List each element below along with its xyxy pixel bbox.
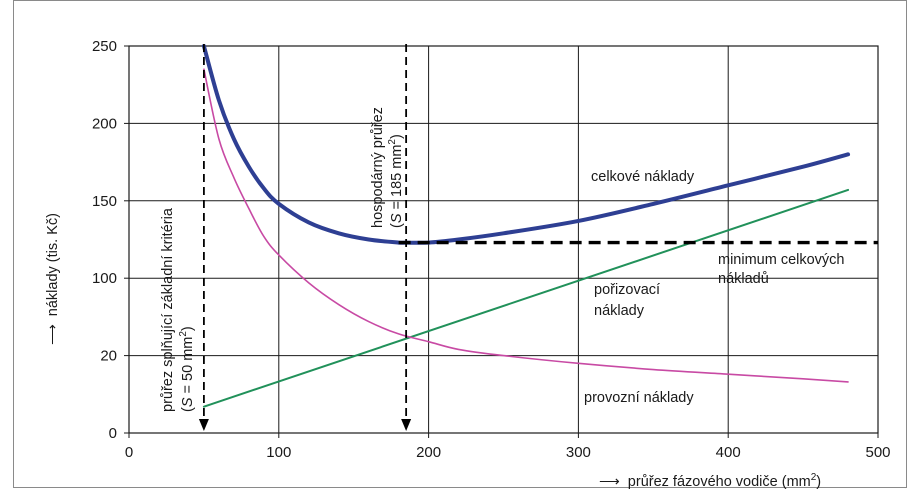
grid: [128, 45, 879, 434]
label-celkove-naklady: celkové náklady: [591, 169, 695, 185]
label-provozni-naklady: provozní náklady: [584, 390, 694, 406]
marker-1-formula-end: ): [180, 326, 196, 331]
x-axis-sup: 2: [811, 472, 817, 483]
plot-area: [128, 45, 879, 434]
x-tick-label-300: 300: [566, 444, 591, 461]
x-axis-end: ): [816, 474, 821, 490]
y-axis-label: ⟶ náklady (tis. Kč): [45, 213, 61, 345]
x-tick-label-400: 400: [716, 444, 741, 461]
y-tick-label-1: 20: [100, 348, 117, 365]
series-line-1: [202, 188, 850, 408]
x-tick-label-200: 200: [416, 444, 441, 461]
label-porizovaci-1: pořizovací: [594, 282, 660, 298]
label-porizovaci-2: náklady: [594, 303, 645, 319]
label-minimum-2: nákladů: [718, 271, 769, 287]
y-tick-label-4: 200: [92, 115, 117, 132]
marker-2-formula-sup: 2: [387, 139, 398, 145]
series-line-2: [203, 68, 849, 383]
figure-frame: [13, 0, 907, 488]
marker-1-formula-sup: 2: [178, 331, 189, 337]
marker-lines: [198, 44, 878, 431]
label-minimum-1: minimum celkových: [718, 252, 845, 268]
axes: [124, 45, 879, 438]
marker-2-formula-var: S: [389, 213, 405, 223]
marker-arrow-0: [198, 419, 209, 431]
marker-1-formula: (S = 50 mm2): [178, 326, 196, 412]
y-tick-label-3: 150: [92, 193, 117, 210]
marker-2-formula-rest: = 185 mm: [389, 145, 405, 214]
marker-1-label: průřez splňující základní kritéria: [160, 207, 176, 412]
y-tick-labels: 0 20 100 150 200 250: [92, 38, 117, 442]
x-tick-label-100: 100: [266, 444, 291, 461]
x-axis-arrow: ⟶: [599, 474, 620, 490]
marker-arrow-1: [401, 419, 412, 431]
x-axis-label: ⟶ průřez fázového vodiče (mm2): [599, 472, 821, 490]
marker-2-formula-end: ): [389, 134, 405, 139]
y-tick-label-5: 250: [92, 38, 117, 55]
y-tick-label-0: 0: [109, 425, 117, 442]
y-tick-label-2: 100: [92, 270, 117, 287]
x-tick-label-500: 500: [865, 444, 890, 461]
x-tick-labels: 0 100 200 300 400 500: [125, 444, 891, 461]
marker-2-label: hospodárný průřez: [370, 107, 386, 228]
x-axis-text: průřez fázového vodiče (mm: [628, 474, 811, 490]
marker-1-formula-var: S: [180, 397, 196, 407]
marker-1-formula-rest: = 50 mm: [180, 337, 196, 398]
y-axis-text: náklady (tis. Kč): [45, 213, 61, 316]
x-tick-label-0: 0: [125, 444, 133, 461]
marker-2-formula: (S = 185 mm2): [387, 134, 405, 228]
y-axis-arrow: ⟶: [45, 324, 61, 345]
